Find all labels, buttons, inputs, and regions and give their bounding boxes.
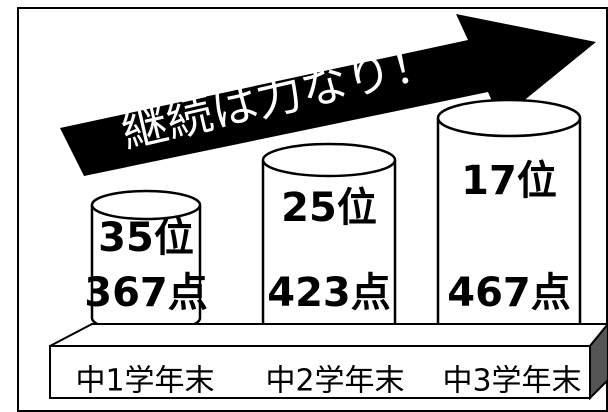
period-label: 中1学年末 [75, 364, 214, 399]
rank: 35位 [98, 215, 194, 261]
rank: 17位 [461, 158, 557, 204]
score: 423点 [267, 270, 391, 316]
platform-front [49, 345, 591, 399]
period-label: 中2学年末 [265, 364, 404, 399]
arrow-banner [60, 14, 596, 176]
platform-top [49, 323, 608, 347]
rank: 25位 [281, 185, 377, 231]
score: 367点 [84, 270, 208, 316]
score: 467点 [447, 270, 571, 316]
period-label: 中3学年末 [442, 364, 581, 399]
